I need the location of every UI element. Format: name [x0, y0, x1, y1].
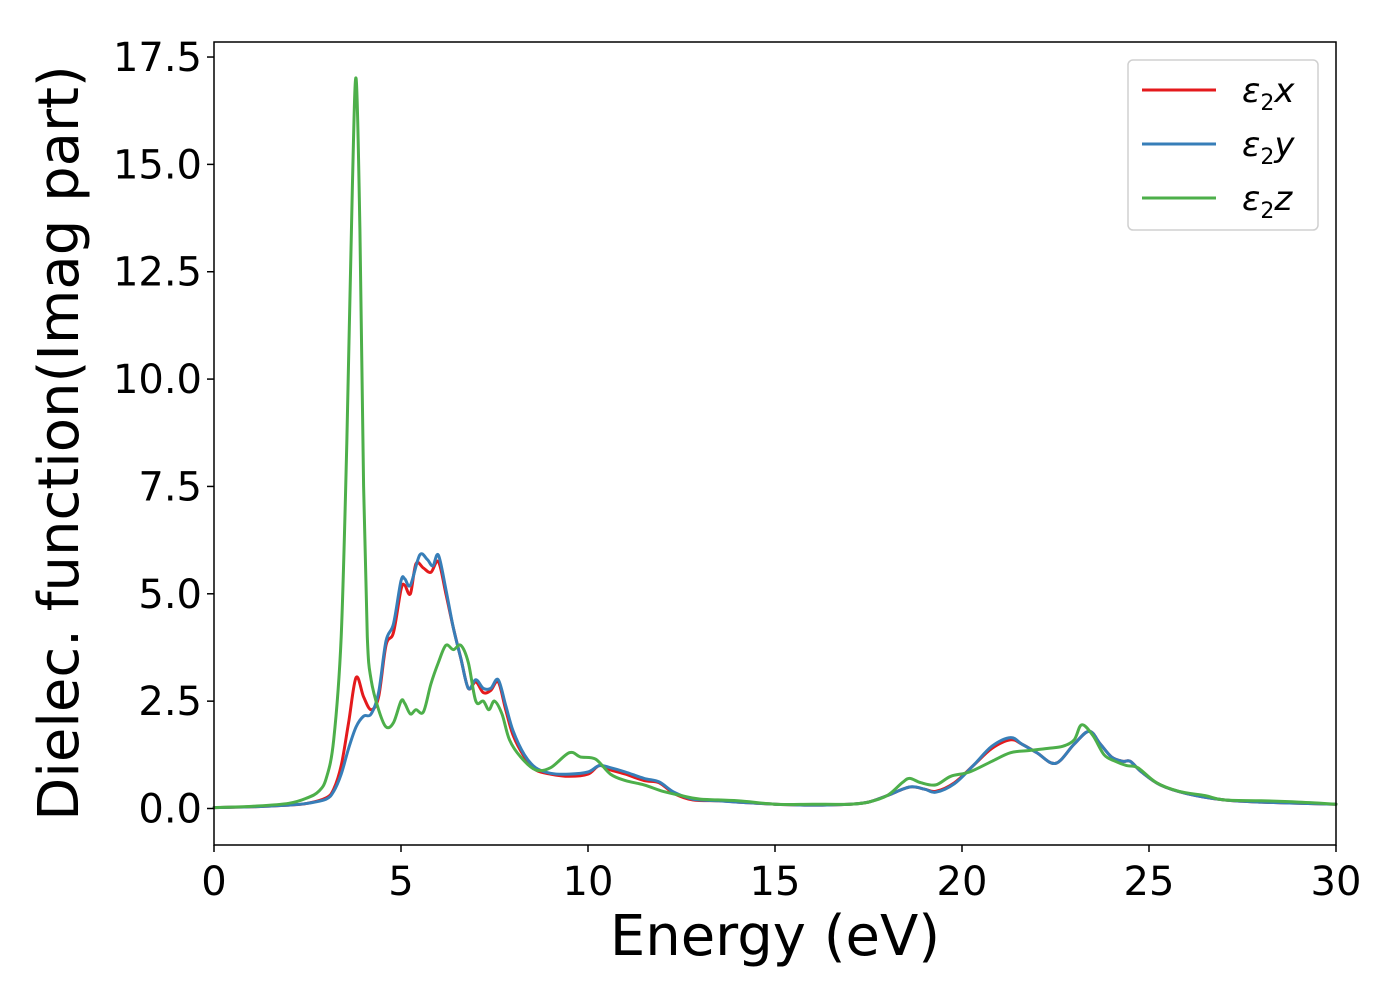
series-layer — [212, 76, 1338, 810]
y-tick-label: 2.5 — [138, 679, 202, 725]
legend-label-z: ε2z — [1242, 179, 1293, 224]
x-tick-label: 0 — [201, 859, 226, 905]
x-tick-label: 25 — [1124, 859, 1175, 905]
y-tick-label: 0.0 — [138, 787, 202, 833]
x-axis: 0 5 10 15 20 25 30 — [201, 845, 1361, 905]
y-axis-title: Dielec. function(Imag part) — [27, 65, 92, 821]
legend: ε2x ε2y ε2z — [1127, 59, 1319, 231]
x-axis-title: Energy (eV) — [610, 904, 940, 969]
legend-label-x: ε2x — [1242, 71, 1295, 116]
x-tick-label: 30 — [1311, 859, 1362, 905]
y-tick-label: 17.5 — [113, 35, 202, 81]
y-tick-label: 5.0 — [138, 572, 202, 618]
legend-label-y: ε2y — [1242, 125, 1295, 170]
x-tick-label: 15 — [750, 859, 801, 905]
series-line-y — [212, 552, 1338, 810]
y-tick-label: 15.0 — [113, 142, 202, 188]
y-tick-label: 7.5 — [138, 464, 202, 510]
y-axis: 0.0 2.5 5.0 7.5 10.0 12.5 15.0 17.5 — [113, 35, 214, 833]
x-tick-label: 10 — [563, 859, 614, 905]
series-line-z — [212, 76, 1338, 810]
x-tick-label: 20 — [937, 859, 988, 905]
legend-box — [1127, 59, 1319, 231]
y-tick-label: 10.0 — [113, 357, 202, 403]
x-tick-label: 5 — [388, 859, 413, 905]
y-tick-label: 12.5 — [113, 250, 202, 296]
